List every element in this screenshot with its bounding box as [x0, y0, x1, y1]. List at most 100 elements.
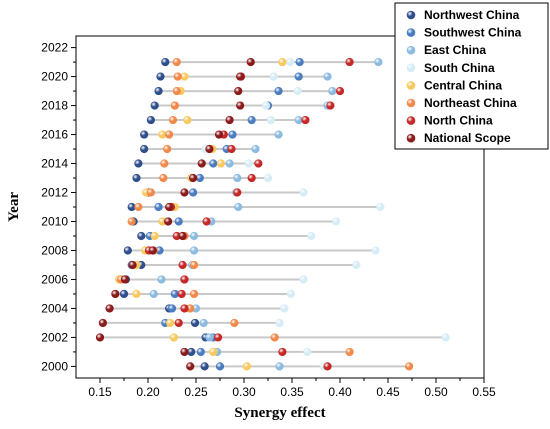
- point-national-scope-2001: [180, 347, 189, 357]
- point-east-china-2021: [374, 57, 383, 67]
- point-central-china-2002: [169, 333, 179, 342]
- point-northeast-china-2005: [189, 289, 199, 299]
- point-northeast-china-2019: [172, 86, 181, 96]
- legend-label: National Scope: [424, 131, 511, 145]
- point-northwest-china-2005: [119, 289, 129, 299]
- legend-label: Central China: [424, 78, 502, 92]
- point-southwest-china-2000: [215, 362, 225, 371]
- point-north-china-2010: [202, 217, 211, 226]
- point-northeast-china-2016: [165, 130, 174, 139]
- point-north-china-2017: [301, 115, 310, 125]
- legend-label: Southwest China: [424, 26, 522, 40]
- y-tick-label: 2016: [41, 128, 68, 142]
- point-northeast-china-2012: [146, 188, 155, 197]
- point-east-china-2008: [189, 246, 199, 255]
- point-east-china-2014: [225, 159, 234, 168]
- point-north-china-2000: [323, 362, 332, 371]
- point-east-china-2015: [251, 144, 260, 154]
- point-south-china-2021: [285, 57, 295, 67]
- point-south-china-2008: [371, 246, 380, 255]
- point-south-china-2011: [376, 202, 385, 212]
- point-east-china-2016: [274, 130, 283, 139]
- point-national-scope-2007: [128, 260, 137, 270]
- point-north-china-2004: [180, 304, 189, 313]
- point-northwest-china-2017: [146, 115, 155, 125]
- point-northeast-china-2014: [160, 159, 169, 168]
- legend-marker: [406, 116, 416, 125]
- point-south-china-2018: [261, 101, 271, 110]
- point-southwest-china-2014: [209, 159, 218, 168]
- point-northeast-china-2017: [168, 115, 178, 125]
- point-northeast-china-2015: [163, 144, 172, 154]
- legend: Northwest China Southwest China East China…: [394, 2, 549, 150]
- point-south-china-2014: [244, 159, 253, 168]
- point-south-china-2013: [263, 173, 273, 183]
- x-tick-label: 0.55: [472, 385, 496, 399]
- point-southwest-china-2021: [295, 57, 304, 67]
- point-south-china-2006: [299, 275, 308, 284]
- point-northwest-china-2018: [150, 101, 159, 110]
- point-north-china-2005: [177, 289, 186, 299]
- point-northwest-china-2015: [140, 144, 149, 154]
- point-national-scope-2004: [105, 304, 114, 313]
- legend-label: Northeast China: [424, 96, 517, 110]
- point-southwest-china-2010: [174, 217, 183, 226]
- point-northwest-china-2016: [140, 130, 149, 139]
- legend-marker: [406, 63, 416, 73]
- point-southwest-china-2011: [154, 202, 163, 212]
- point-national-scope-2016: [214, 130, 224, 139]
- point-south-china-2007: [352, 260, 361, 270]
- x-axis-title: Synergy effect: [234, 405, 325, 421]
- point-northwest-china-2009: [137, 231, 146, 241]
- point-east-china-2002: [205, 333, 214, 342]
- point-national-scope-2010: [164, 217, 173, 226]
- legend-label: East China: [424, 43, 486, 57]
- point-northwest-china-2013: [132, 173, 141, 183]
- legend-marker: [406, 98, 416, 108]
- x-tick-label: 0.15: [88, 385, 112, 399]
- point-northeast-china-2010: [127, 217, 136, 226]
- point-north-china-2021: [345, 57, 354, 67]
- y-axis-title: Year: [6, 192, 22, 222]
- point-national-scope-2003: [98, 318, 107, 328]
- data-points: [95, 57, 450, 371]
- point-north-china-2018: [326, 101, 335, 110]
- point-east-china-2013: [233, 173, 242, 183]
- point-northeast-china-2007: [189, 260, 199, 270]
- point-central-china-2005: [132, 289, 141, 299]
- y-tick-label: 2010: [41, 214, 68, 228]
- point-north-china-2003: [174, 318, 183, 328]
- point-east-china-2020: [323, 72, 332, 81]
- y-tick-label: 2012: [41, 186, 68, 200]
- point-south-china-2003: [275, 318, 284, 328]
- legend-label: North China: [424, 114, 493, 128]
- point-north-china-2006: [180, 275, 189, 284]
- point-south-china-2017: [266, 115, 275, 125]
- point-central-china-2000: [242, 362, 251, 371]
- point-east-china-2003: [199, 318, 208, 328]
- y-tick-label: 2002: [41, 330, 68, 344]
- point-south-china-2002: [441, 333, 450, 342]
- point-south-china-2019: [293, 86, 302, 96]
- point-national-scope-2015: [205, 144, 214, 154]
- x-tick-label: 0.20: [136, 385, 160, 399]
- point-national-scope-2014: [197, 159, 206, 168]
- point-southwest-china-2001: [196, 347, 205, 357]
- point-southwest-china-2012: [189, 188, 198, 197]
- y-tick-label: 2020: [41, 70, 68, 84]
- x-tick-label: 0.30: [232, 385, 256, 399]
- point-northwest-china-2020: [156, 72, 165, 81]
- x-tick-label: 0.35: [280, 385, 304, 399]
- legend-marker: [406, 10, 416, 20]
- point-northeast-china-2003: [230, 318, 239, 328]
- point-national-scope-2019: [234, 86, 243, 96]
- point-national-scope-2005: [111, 289, 120, 299]
- point-northeast-china-2000: [405, 362, 414, 371]
- y-tick-label: 2008: [41, 243, 68, 257]
- point-central-china-2014: [216, 159, 226, 168]
- point-southwest-china-2004: [167, 304, 177, 313]
- point-south-china-2020: [269, 72, 278, 81]
- point-south-china-2012: [299, 188, 308, 197]
- point-central-china-2003: [165, 318, 175, 328]
